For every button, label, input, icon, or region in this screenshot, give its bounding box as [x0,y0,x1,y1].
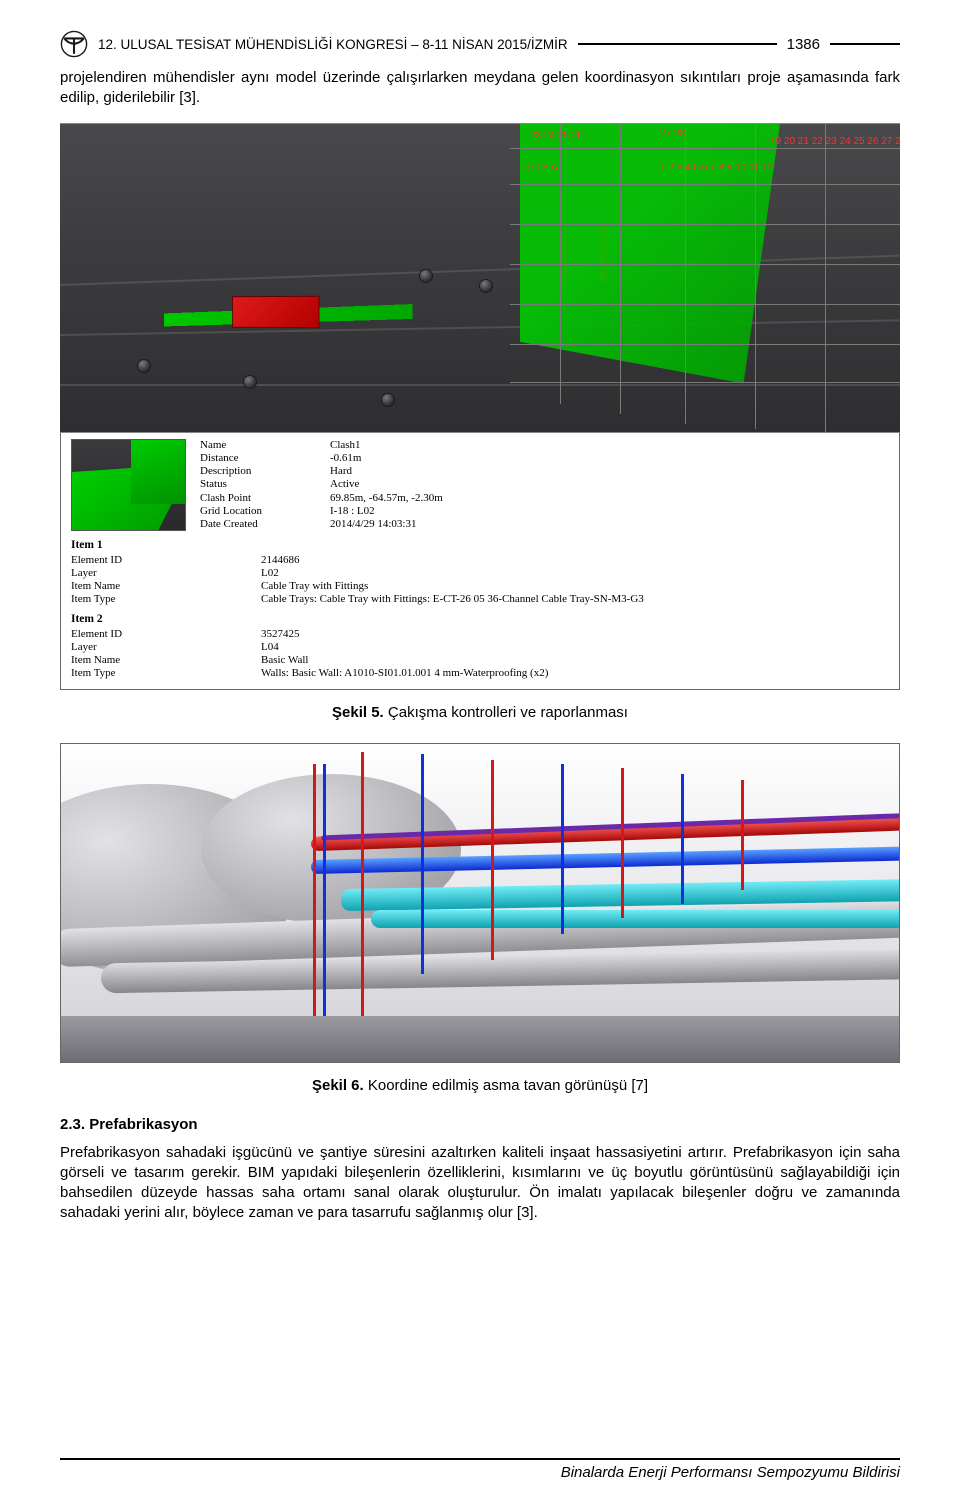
clash-element-red [232,295,319,328]
section-2-3-heading: 2.3. Prefabrikasyon [60,1116,900,1133]
figure-6-caption: Şekil 6. Koordine edilmiş asma tavan gör… [60,1077,900,1094]
page-header: 12. ULUSAL TESİSAT MÜHENDİSLİĞİ KONGRESİ… [60,30,900,58]
header-title: 12. ULUSAL TESİSAT MÜHENDİSLİĞİ KONGRESİ… [98,37,568,52]
figure-5: 23 24 25 26 27 28 D C B A 1 2 3 4 5 6 7 … [60,123,900,690]
figure-6 [60,743,900,1063]
clash-item2-heading: Item 2 [71,613,889,625]
intro-paragraph: projelendiren mühendisler aynı model üze… [60,68,900,109]
header-rule-right [830,43,900,45]
clash-item2: Element ID3527425 Layer L04 Item Name Ba… [71,628,889,679]
wireframe-panel: 23 24 25 26 27 28 D C B A 1 2 3 4 5 6 7 … [510,124,900,433]
clash-item1-heading: Item 1 [71,539,889,551]
clash-thumb [71,439,186,531]
header-rule-left [578,43,777,45]
prefab-paragraph: Prefabrikasyon sahadaki işgücünü ve şant… [60,1143,900,1224]
clash-report: Name Clash1 Distance -0.61m Description … [60,433,900,690]
page-footer: Binalarda Enerji Performansı Sempozyumu … [60,1458,900,1481]
figure-5-caption: Şekil 5. Çakışma kontrolleri ve raporlan… [60,704,900,721]
clash-summary: Name Clash1 Distance -0.61m Description … [200,439,443,531]
clash-item1: Element ID2144686 Layer L02 Item Name Ca… [71,554,889,605]
clash-3d-view: 23 24 25 26 27 28 D C B A 1 2 3 4 5 6 7 … [60,123,900,433]
page-number: 1386 [787,36,820,53]
footer-text: Binalarda Enerji Performansı Sempozyumu … [60,1464,900,1481]
logo-icon [60,30,88,58]
